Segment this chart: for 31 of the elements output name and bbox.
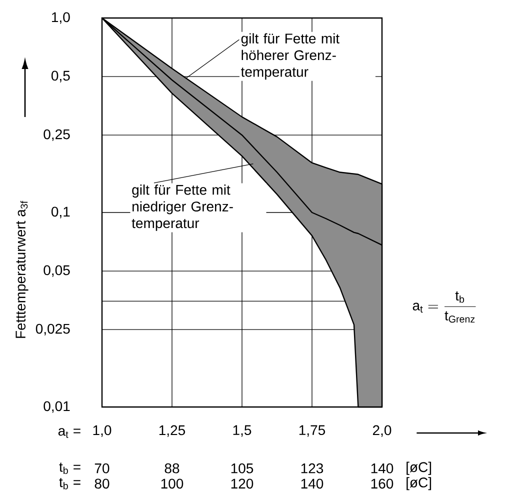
x-tick-label: 1,5 xyxy=(233,425,252,437)
y-tick-label: 1,0 xyxy=(52,12,70,24)
text: 88 xyxy=(164,463,180,474)
text: 123 xyxy=(301,463,324,474)
text: t$_{b}$ = xyxy=(59,478,80,490)
text: [øC] xyxy=(406,477,432,490)
text: 160 xyxy=(371,478,394,489)
x-tick-label: 1,25 xyxy=(159,425,186,437)
text: [øC] xyxy=(406,462,432,475)
annotation: gilt für Fette mit höherer Grenz-temperatur xyxy=(241,33,340,80)
annotation: gilt für Fette mit niedriger Grenz-temperatur xyxy=(132,184,233,231)
text: 120 xyxy=(231,478,254,489)
text: 105 xyxy=(231,463,254,474)
y-tick-label: 0,01 xyxy=(44,401,70,413)
text: 80 xyxy=(94,478,110,489)
text: 100 xyxy=(161,478,184,489)
text: t$_{b}$ = xyxy=(59,462,80,474)
x-tick-label: 1,0 xyxy=(93,425,112,437)
y-tick-label: 0,1 xyxy=(51,206,70,218)
y-axis-title: Fetttemperaturwert a$_{3f}$ xyxy=(16,200,28,338)
x-tick-label: 1,75 xyxy=(299,425,326,437)
text: 140 xyxy=(301,478,324,489)
text: $\mathrm{a}_{\mathrm{t}} = \frac{\mathrm{t}_{\mathrm{b}}}{\mathrm{t}_{\mathrm{Grenz}}}$ xyxy=(412,291,476,323)
x-tick-label: 2,0 xyxy=(372,425,392,437)
x-axis-title: a$_{t}$ = xyxy=(58,428,80,438)
y-tick-label: 0,05 xyxy=(44,265,70,277)
text: 140 xyxy=(371,463,394,474)
y-tick-label: 0,5 xyxy=(51,70,70,82)
text: 70 xyxy=(94,463,110,474)
y-tick-label: 0,25 xyxy=(44,129,70,141)
y-tick-label: 0,025 xyxy=(36,324,70,336)
